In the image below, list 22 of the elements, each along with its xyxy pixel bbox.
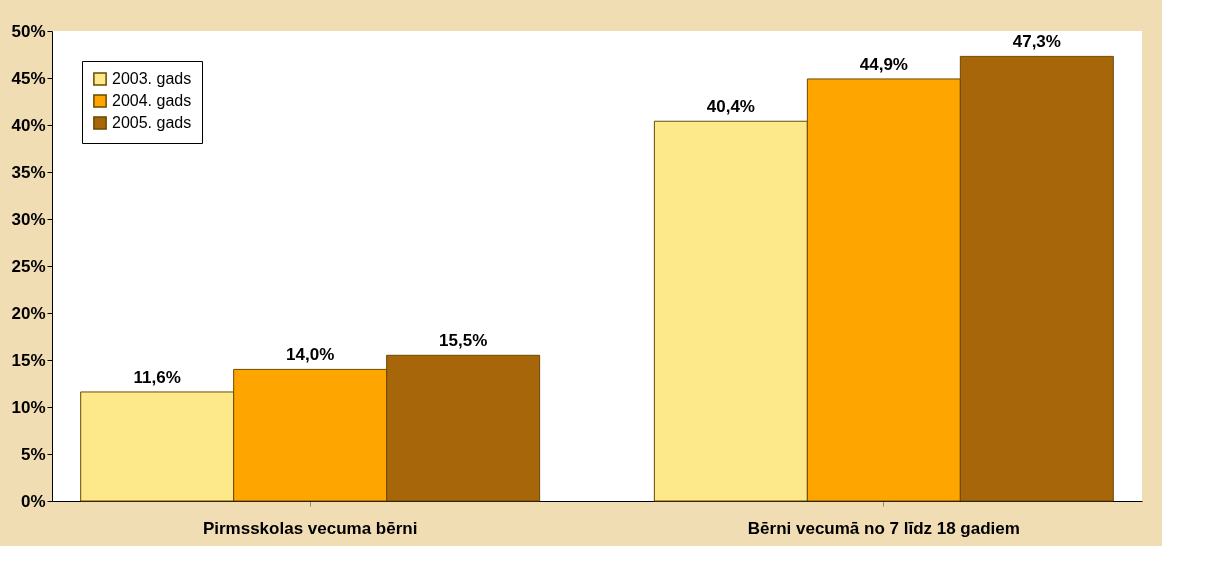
legend-label: 2003. gads [112,70,192,87]
y-tick-label: 30% [11,209,46,229]
data-label: 14,0% [286,345,335,365]
x-tick-label: Bērni vecumā no 7 līdz 18 gadiem [747,518,1020,538]
y-tick-label: 5% [20,444,46,464]
y-tick-label: 50% [11,21,46,41]
y-tick-label: 10% [11,397,46,417]
legend-label: 2005. gads [112,114,192,131]
data-label: 44,9% [859,54,908,74]
y-tick-label: 35% [11,162,46,182]
x-tick-label: Pirmsskolas vecuma bērni [202,518,418,538]
y-tick-label: 40% [11,115,46,135]
y-tick-label: 0% [20,491,46,511]
data-label: 15,5% [439,331,488,351]
y-tick-label: 20% [11,303,46,323]
y-tick-label: 15% [11,350,46,370]
data-label: 11,6% [133,367,181,387]
y-tick-label: 25% [11,256,46,276]
data-label: 47,3% [1012,32,1061,52]
legend-label: 2004. gads [112,92,192,109]
data-label: 40,4% [706,97,755,117]
y-tick-label: 45% [11,68,46,88]
